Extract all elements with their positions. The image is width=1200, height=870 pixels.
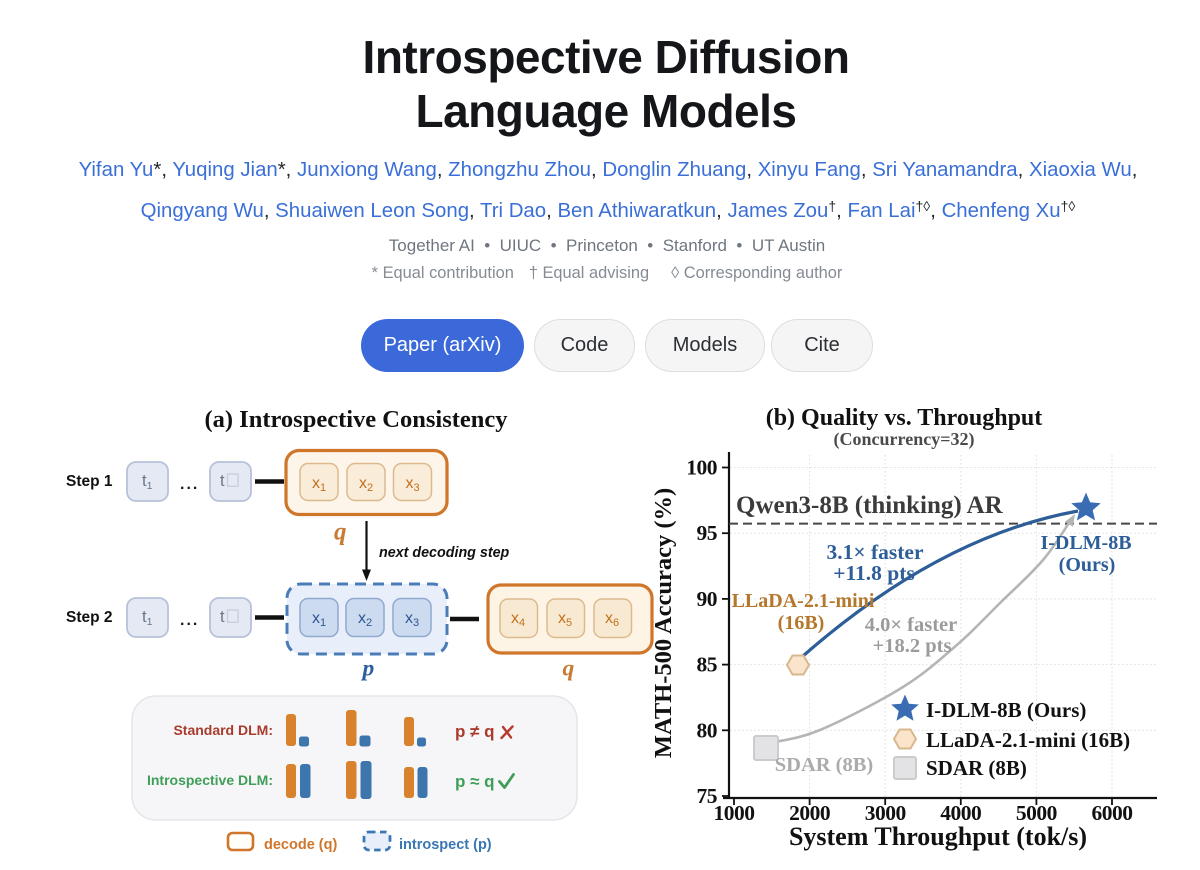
svg-text:I-DLM-8B: I-DLM-8B	[1040, 532, 1131, 554]
svg-text:Step 2: Step 2	[66, 609, 113, 626]
svg-text:t1: t1	[142, 472, 153, 492]
svg-text:(Concurrency=32): (Concurrency=32)	[834, 429, 975, 450]
svg-text:next decoding step: next decoding step	[379, 545, 510, 561]
svg-text:p ≈ q: p ≈ q	[455, 772, 495, 791]
svg-text:introspect (p): introspect (p)	[399, 837, 492, 853]
svg-text:(b) Quality vs. Throughput: (b) Quality vs. Throughput	[766, 405, 1043, 431]
svg-text:q: q	[563, 656, 575, 682]
svg-text:t: t	[220, 608, 225, 626]
svg-text:I-DLM-8B (Ours): I-DLM-8B (Ours)	[926, 698, 1086, 722]
svg-text:75: 75	[697, 784, 718, 808]
svg-text:6000: 6000	[1092, 801, 1133, 825]
svg-text:SDAR (8B): SDAR (8B)	[926, 756, 1027, 780]
svg-text:(16B): (16B)	[778, 612, 825, 634]
svg-text:4000: 4000	[940, 801, 981, 825]
svg-text:System Throughput (tok/s): System Throughput (tok/s)	[789, 822, 1087, 851]
svg-text:95: 95	[697, 521, 718, 545]
svg-text:Introspective DLM:: Introspective DLM:	[147, 772, 273, 788]
svg-text:1000: 1000	[714, 801, 755, 825]
svg-text:85: 85	[697, 653, 718, 677]
svg-text:(Ours): (Ours)	[1059, 554, 1116, 576]
svg-text:LLaDA-2.1-mini (16B): LLaDA-2.1-mini (16B)	[926, 728, 1130, 752]
svg-text:Step 1: Step 1	[66, 473, 113, 490]
svg-text:+18.2 pts: +18.2 pts	[873, 635, 952, 657]
svg-text:...: ...	[180, 476, 199, 493]
svg-text:decode (q): decode (q)	[264, 837, 337, 853]
svg-text:q: q	[334, 519, 347, 546]
svg-text:(a) Introspective Consistency: (a) Introspective Consistency	[204, 406, 508, 433]
svg-text:p: p	[361, 656, 375, 682]
svg-text:SDAR (8B): SDAR (8B)	[775, 754, 874, 776]
svg-text:+11.8 pts: +11.8 pts	[833, 561, 915, 585]
svg-text:Qwen3-8B (thinking) AR: Qwen3-8B (thinking) AR	[736, 492, 1004, 519]
svg-text:MATH-500 Accuracy (%): MATH-500 Accuracy (%)	[650, 488, 677, 758]
svg-text:t: t	[220, 472, 225, 490]
svg-text:t1: t1	[142, 608, 153, 628]
svg-text:...: ...	[180, 612, 199, 629]
svg-text:LLaDA-2.1-mini: LLaDA-2.1-mini	[732, 590, 875, 612]
svg-text:3000: 3000	[865, 801, 906, 825]
svg-text:3.1× faster: 3.1× faster	[826, 540, 923, 564]
svg-text:100: 100	[686, 456, 717, 480]
svg-text:90: 90	[697, 587, 718, 611]
svg-text:4.0× faster: 4.0× faster	[865, 614, 958, 636]
svg-text:80: 80	[697, 718, 718, 742]
svg-text:5000: 5000	[1016, 801, 1057, 825]
svg-text:Standard DLM:: Standard DLM:	[173, 722, 273, 738]
svg-text:2000: 2000	[789, 801, 830, 825]
svg-text:p ≠ q: p ≠ q	[455, 722, 495, 741]
